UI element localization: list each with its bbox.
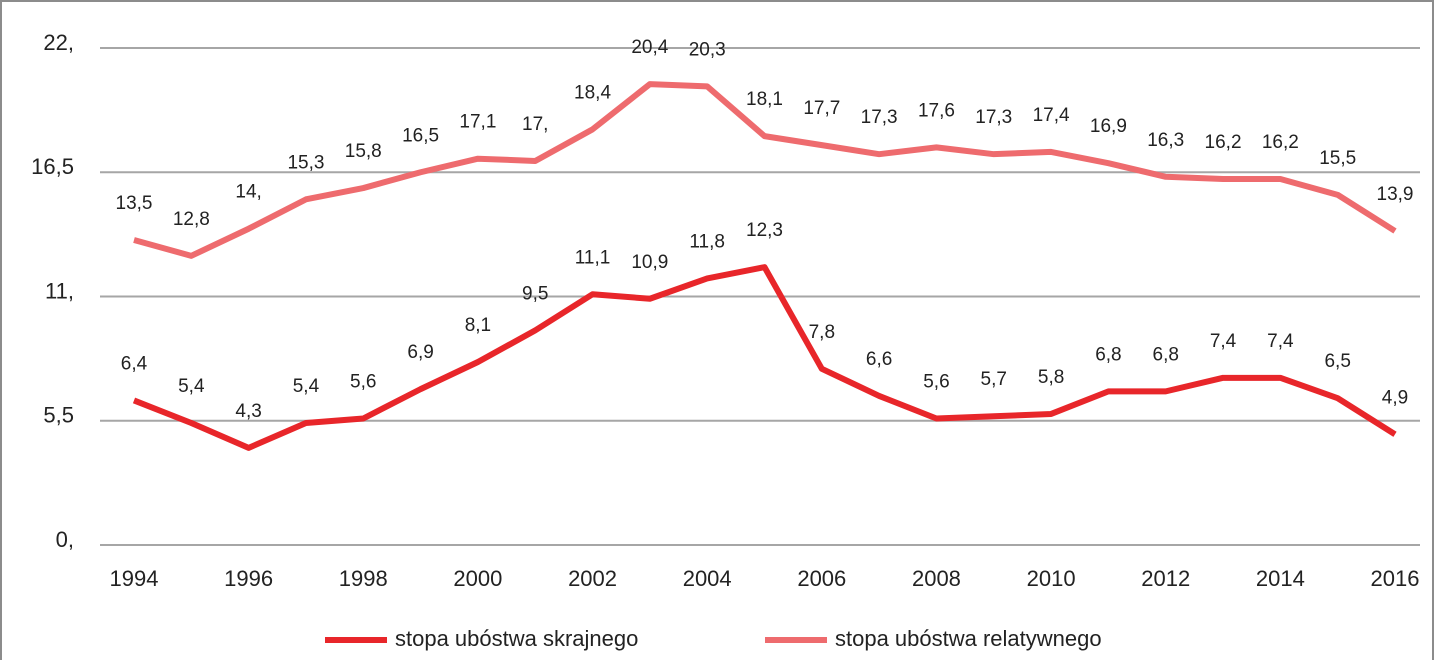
series-line: [132, 264, 1397, 451]
x-tick-label: 2004: [683, 566, 732, 591]
data-label: 10,9: [631, 252, 668, 273]
series-line: [133, 81, 1397, 259]
data-label: 11,1: [575, 247, 611, 268]
data-label: 15,5: [1319, 148, 1356, 169]
data-label: 6,6: [866, 349, 892, 370]
data-label: 7,4: [1210, 331, 1237, 352]
data-label: 5,8: [1038, 367, 1064, 388]
data-label: 13,9: [1377, 184, 1414, 205]
data-label: 12,3: [746, 220, 783, 241]
y-tick-label: 0,: [56, 527, 74, 552]
x-tick-label: 2014: [1256, 566, 1305, 591]
data-label: 5,4: [293, 376, 320, 397]
data-label: 20,3: [689, 39, 726, 60]
data-label: 17,6: [918, 100, 955, 121]
data-label: 11,8: [689, 231, 725, 252]
x-tick-label: 2002: [568, 566, 617, 591]
y-tick-label: 11,: [45, 278, 74, 303]
data-label: 12,8: [173, 209, 210, 230]
data-label: 15,3: [287, 152, 324, 173]
data-label: 16,2: [1262, 132, 1299, 153]
data-label: 6,9: [407, 342, 433, 363]
data-label: 7,8: [809, 322, 835, 343]
data-label: 4,3: [235, 401, 261, 422]
data-label: 17,: [522, 114, 548, 135]
x-tick-label: 1996: [224, 566, 273, 591]
x-tick-label: 2010: [1027, 566, 1076, 591]
x-tick-label: 2006: [797, 566, 846, 591]
data-label: 8,1: [465, 315, 491, 336]
data-label: 16,2: [1205, 132, 1242, 153]
legend-label: stopa ubóstwa relatywnego: [835, 626, 1102, 651]
data-label: 16,5: [402, 125, 439, 146]
data-label: 16,9: [1090, 116, 1127, 137]
y-tick-label: 16,5: [31, 154, 74, 179]
data-label: 17,3: [861, 107, 898, 128]
data-label: 9,5: [522, 283, 548, 304]
data-label: 17,4: [1033, 105, 1070, 126]
data-label: 17,1: [459, 112, 496, 133]
legend-label: stopa ubóstwa skrajnego: [395, 626, 638, 651]
data-label: 5,4: [178, 376, 205, 397]
data-label: 6,8: [1153, 344, 1179, 365]
y-tick-label: 5,5: [43, 403, 74, 428]
data-label: 15,8: [345, 141, 382, 162]
y-tick-label: 22,: [43, 30, 74, 55]
data-label: 5,6: [923, 372, 949, 393]
x-tick-label: 2008: [912, 566, 961, 591]
x-tick-label: 2012: [1141, 566, 1190, 591]
data-label: 16,3: [1147, 130, 1184, 151]
data-label: 17,3: [975, 107, 1012, 128]
x-tick-label: 1994: [110, 566, 159, 591]
data-label: 5,7: [981, 369, 1007, 390]
x-tick-label: 2016: [1371, 566, 1420, 591]
x-tick-label: 2000: [453, 566, 502, 591]
data-label: 18,1: [746, 89, 783, 110]
data-label: 6,5: [1324, 351, 1350, 372]
data-label: 13,5: [116, 193, 153, 214]
data-label: 6,8: [1095, 344, 1121, 365]
data-label: 14,: [235, 182, 261, 203]
data-label: 6,4: [121, 353, 148, 374]
data-label: 17,7: [803, 98, 840, 119]
data-label: 5,6: [350, 372, 376, 393]
data-label: 18,4: [574, 82, 611, 103]
x-tick-label: 1998: [339, 566, 388, 591]
data-label: 20,4: [631, 37, 668, 58]
data-label: 7,4: [1267, 331, 1294, 352]
data-label: 4,9: [1382, 387, 1408, 408]
